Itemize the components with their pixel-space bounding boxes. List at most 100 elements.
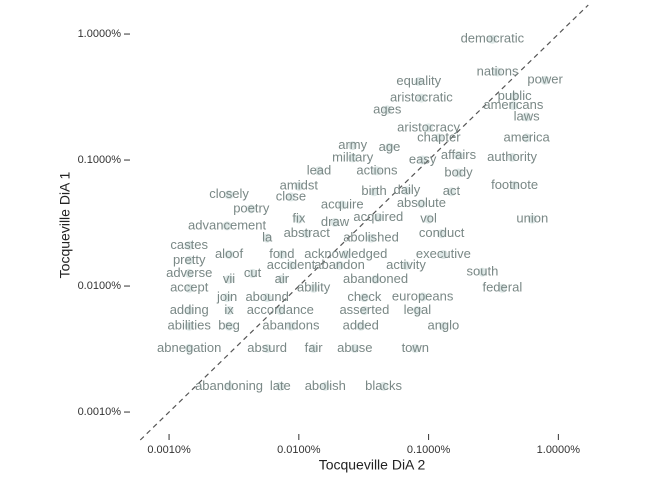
point (510, 180, 520, 190)
point (224, 321, 234, 331)
word-label: abandoned (343, 271, 408, 286)
point (418, 155, 428, 165)
word-label: adverse (166, 265, 212, 280)
word-label: late (270, 378, 291, 393)
word-label: absurd (247, 340, 287, 355)
word-label: executive (416, 246, 471, 261)
word-label: daily (393, 182, 420, 197)
x-tick-label: 0.0010% (147, 444, 191, 456)
point (369, 187, 379, 197)
word-label: accident (267, 257, 316, 272)
word-label: draw (321, 214, 350, 229)
word-label: vii (223, 271, 235, 286)
word-label: poetry (233, 200, 270, 215)
point (275, 381, 285, 391)
word-label: chapter (417, 129, 461, 144)
point (371, 274, 381, 284)
word-label: laws (514, 108, 541, 123)
point (416, 93, 426, 103)
word-label: acquire (321, 196, 364, 211)
point (184, 321, 194, 331)
word-label: join (216, 289, 237, 304)
point (373, 212, 383, 222)
point (224, 381, 234, 391)
word-label: easy (409, 151, 437, 166)
point (314, 166, 324, 176)
word-label: cut (244, 265, 262, 280)
point (184, 305, 194, 315)
word-label: anglo (427, 318, 459, 333)
point (359, 293, 369, 303)
point (382, 105, 392, 115)
word-label: military (332, 149, 374, 164)
word-label: public (498, 88, 532, 103)
word-label: birth (361, 183, 386, 198)
point (184, 343, 194, 353)
word-label: power (527, 72, 563, 87)
point (356, 321, 366, 331)
word-label: advancement (188, 217, 266, 232)
point (277, 274, 287, 284)
point (412, 305, 422, 315)
word-label: abnegation (157, 340, 221, 355)
point (262, 293, 272, 303)
point (522, 133, 532, 143)
word-label: asserted (339, 302, 389, 317)
word-label: conduct (419, 225, 465, 240)
point (275, 305, 285, 315)
point (224, 249, 234, 259)
y-tick-label: 0.0100% (78, 280, 122, 292)
word-label: acknowledged (304, 246, 387, 261)
point (286, 192, 296, 202)
point (350, 343, 360, 353)
point (262, 343, 272, 353)
point (320, 381, 330, 391)
word-label: acquired (353, 209, 403, 224)
point (366, 233, 376, 243)
point (246, 204, 256, 214)
point (522, 112, 532, 122)
x-axis-title: Tocqueville DiA 2 (319, 457, 426, 473)
point (184, 283, 194, 293)
word-label: aristocratic (390, 90, 453, 105)
word-label: abolished (343, 230, 399, 245)
point (418, 292, 428, 302)
point (286, 260, 296, 270)
x-tick-label: 1.0000% (537, 444, 581, 456)
point (222, 293, 232, 303)
point (424, 214, 434, 224)
word-label: aloof (215, 246, 244, 261)
word-label: body (444, 164, 473, 179)
point (434, 133, 444, 143)
word-label: abuse (337, 340, 372, 355)
point (309, 343, 319, 353)
word-label: footnote (491, 177, 538, 192)
word-label: abstract (284, 225, 331, 240)
word-label: close (276, 188, 306, 203)
point (487, 34, 497, 44)
word-label: actions (356, 162, 398, 177)
word-label: fair (305, 340, 324, 355)
point (385, 142, 395, 152)
point (416, 199, 426, 209)
word-label: fond (269, 246, 294, 261)
point (248, 268, 258, 278)
point (348, 153, 358, 163)
word-label: closely (209, 186, 249, 201)
word-label: la (262, 230, 273, 245)
point (493, 67, 503, 77)
word-label: blacks (365, 378, 402, 393)
point (330, 217, 340, 227)
point (184, 255, 194, 265)
word-label: europeans (392, 288, 454, 303)
word-label: added (343, 318, 379, 333)
point (184, 240, 194, 250)
word-label: fix (292, 211, 306, 226)
word-label: americans (483, 97, 543, 112)
point (184, 268, 194, 278)
point (540, 75, 550, 85)
word-label: amidst (280, 178, 319, 193)
point (309, 283, 319, 293)
word-label: abound (245, 289, 288, 304)
